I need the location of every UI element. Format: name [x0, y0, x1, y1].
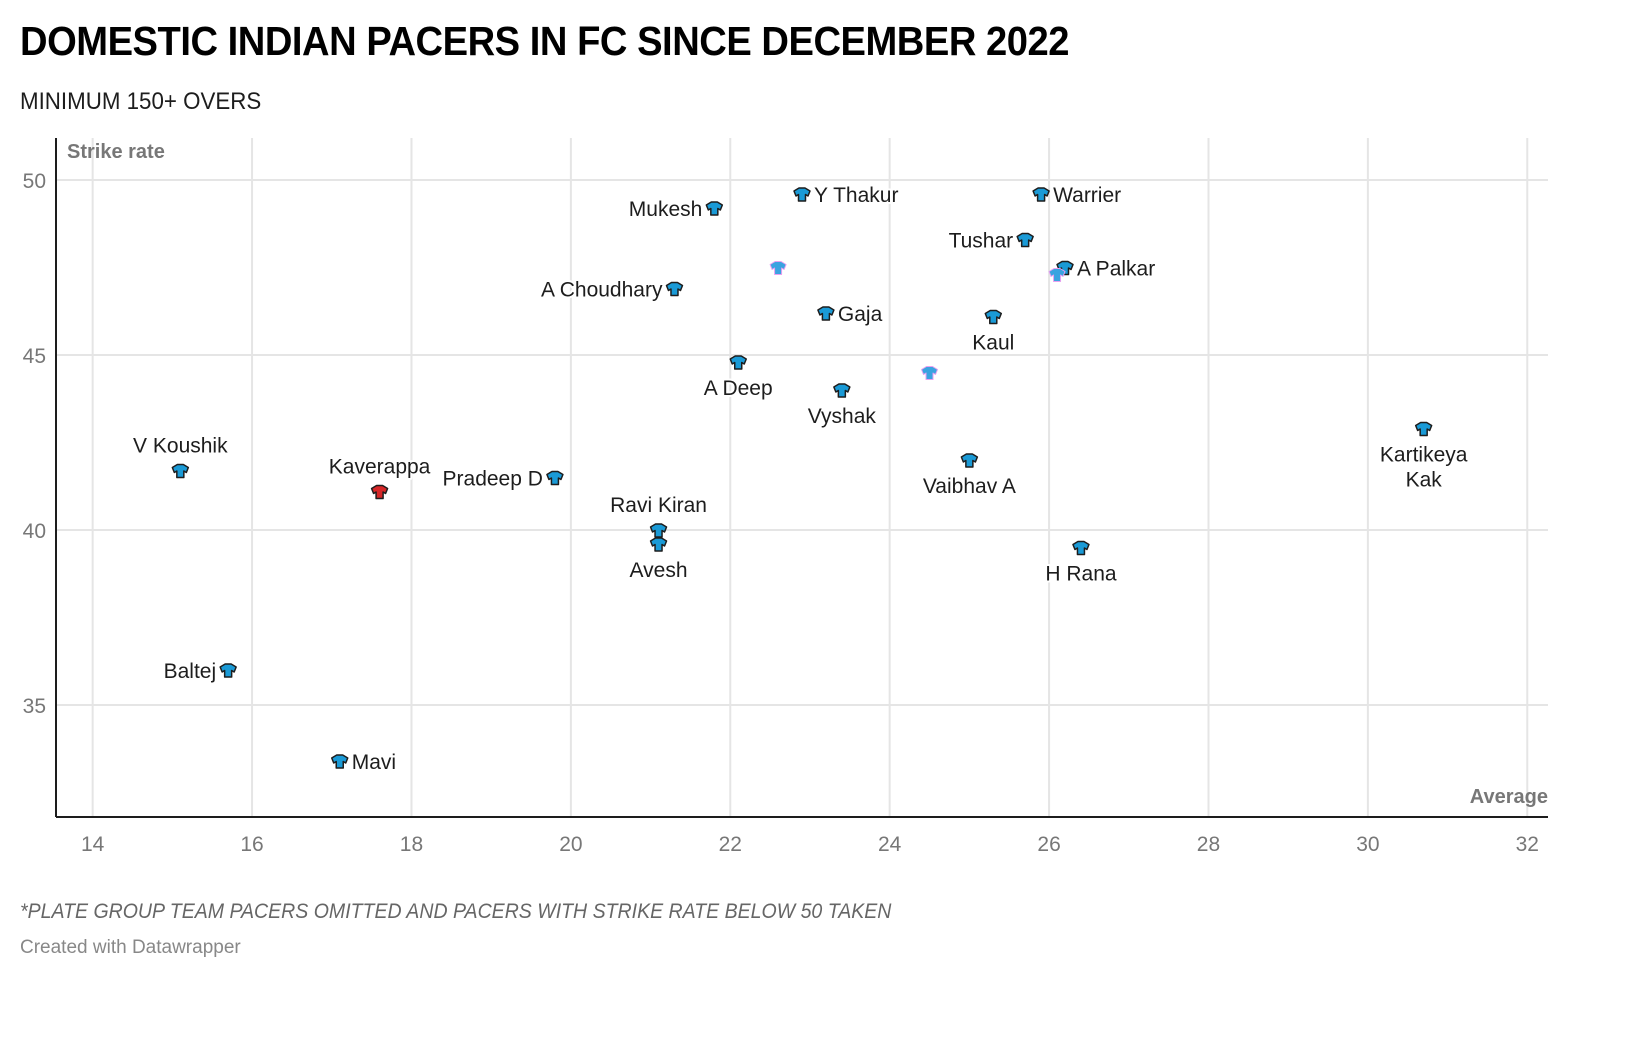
t-shirt-icon [729, 355, 747, 370]
data-point-label: Mukesh [629, 198, 703, 221]
x-tick-label: 30 [1356, 833, 1379, 856]
data-point-label: A Deep [704, 377, 773, 400]
t-shirt-icon [705, 201, 724, 216]
data-point-label: Gaja [838, 303, 883, 326]
x-tick-label: 32 [1516, 833, 1539, 856]
data-point-label: Baltej [164, 660, 217, 683]
y-tick-label: 40 [23, 520, 46, 543]
data-point [833, 383, 851, 398]
x-tick-label: 16 [240, 833, 263, 856]
data-point [705, 201, 724, 216]
y-tick-label: 50 [23, 170, 46, 193]
axes [55, 138, 1548, 818]
x-tick-label: 14 [81, 833, 105, 856]
t-shirt-icon [1048, 268, 1066, 282]
data-point-label: Avesh [630, 559, 688, 582]
data-point [546, 470, 564, 486]
data-point-label: Ravi Kiran [610, 494, 707, 517]
gridlines [56, 138, 1548, 817]
chart-title: DOMESTIC INDIAN PACERS IN FC SINCE DECEM… [20, 18, 1070, 64]
x-tick-label: 26 [1037, 833, 1060, 856]
t-shirt-icon [1056, 260, 1074, 276]
t-shirt-icon [793, 187, 811, 202]
data-point [1056, 260, 1074, 276]
data-point [665, 281, 684, 297]
t-shirt-icon [1072, 540, 1090, 556]
data-point-label: Vyshak [808, 405, 877, 428]
t-shirt-icon [171, 463, 190, 479]
data-point [330, 754, 349, 769]
t-shirt-icon [1016, 232, 1034, 248]
x-tick-label: 24 [878, 833, 902, 856]
x-tick-label: 20 [559, 833, 582, 856]
x-tick-label: 18 [400, 833, 423, 856]
data-point-label-line: Kartikeya [1380, 444, 1468, 467]
data-point [1016, 232, 1034, 248]
data-point-label: Tushar [949, 230, 1014, 253]
t-shirt-icon [370, 484, 389, 500]
data-point-label: V Koushik [133, 435, 228, 458]
data-points: Mukesh Y Thakur Warrier Tushar A Palkar A Cho… [131, 182, 1470, 776]
t-shirt-icon [649, 523, 668, 538]
data-point-label: A Choudhary [541, 279, 663, 302]
data-point-label: Pradeep D [443, 468, 543, 491]
t-shirt-icon [1032, 187, 1050, 202]
data-point-label: H Rana [1045, 563, 1117, 586]
t-shirt-icon [833, 383, 851, 398]
data-point [960, 453, 979, 468]
data-point [984, 309, 1003, 325]
x-tick-label: 22 [719, 833, 742, 856]
data-point [921, 366, 939, 380]
data-point [769, 261, 787, 275]
data-point [649, 523, 668, 538]
x-tick-label: 28 [1197, 833, 1220, 856]
data-point-label: A Palkar [1077, 258, 1155, 281]
t-shirt-icon [649, 537, 668, 552]
data-point-label: Kaverappa [329, 456, 431, 479]
data-point-label: Mavi [352, 751, 396, 774]
data-point [370, 484, 389, 500]
x-axis-title: Average [1470, 786, 1548, 808]
data-point-label-line: Kak [1406, 469, 1443, 492]
chart-notes: *PLATE GROUP TEAM PACERS OMITTED AND PAC… [20, 900, 892, 923]
data-point-label: Y Thakur [814, 184, 898, 207]
t-shirt-icon [817, 306, 835, 321]
data-point [171, 463, 190, 479]
y-axis-title: Strike rate [67, 141, 165, 163]
t-shirt-icon [546, 470, 564, 486]
data-point-label: Warrier [1053, 184, 1121, 207]
data-point [817, 306, 835, 321]
y-tick-label: 35 [23, 695, 46, 718]
t-shirt-icon [330, 754, 349, 769]
byline: Created with Datawrapper [20, 937, 241, 958]
data-point [1048, 268, 1066, 282]
data-point [793, 187, 811, 202]
t-shirt-icon [769, 261, 787, 275]
data-point [1414, 421, 1433, 437]
data-point [219, 663, 237, 678]
data-point-label: Kaul [972, 332, 1014, 355]
tick-labels: 14 16 18 20 22 24 26 28 30 32 35 40 45 50 [23, 170, 1539, 856]
t-shirt-icon [665, 281, 684, 297]
t-shirt-icon [219, 663, 237, 678]
t-shirt-icon [1414, 421, 1433, 437]
data-point [1032, 187, 1050, 202]
t-shirt-icon [984, 309, 1003, 325]
data-point-label: Kartikeya Kak [1380, 444, 1468, 492]
data-point [649, 537, 668, 552]
t-shirt-icon [960, 453, 979, 468]
y-tick-label: 45 [23, 345, 46, 368]
data-point [1072, 540, 1090, 556]
chart-subtitle: MINIMUM 150+ OVERS [20, 88, 262, 115]
t-shirt-icon [921, 366, 939, 380]
data-point [729, 355, 747, 370]
data-point-label: Vaibhav A [923, 475, 1016, 498]
